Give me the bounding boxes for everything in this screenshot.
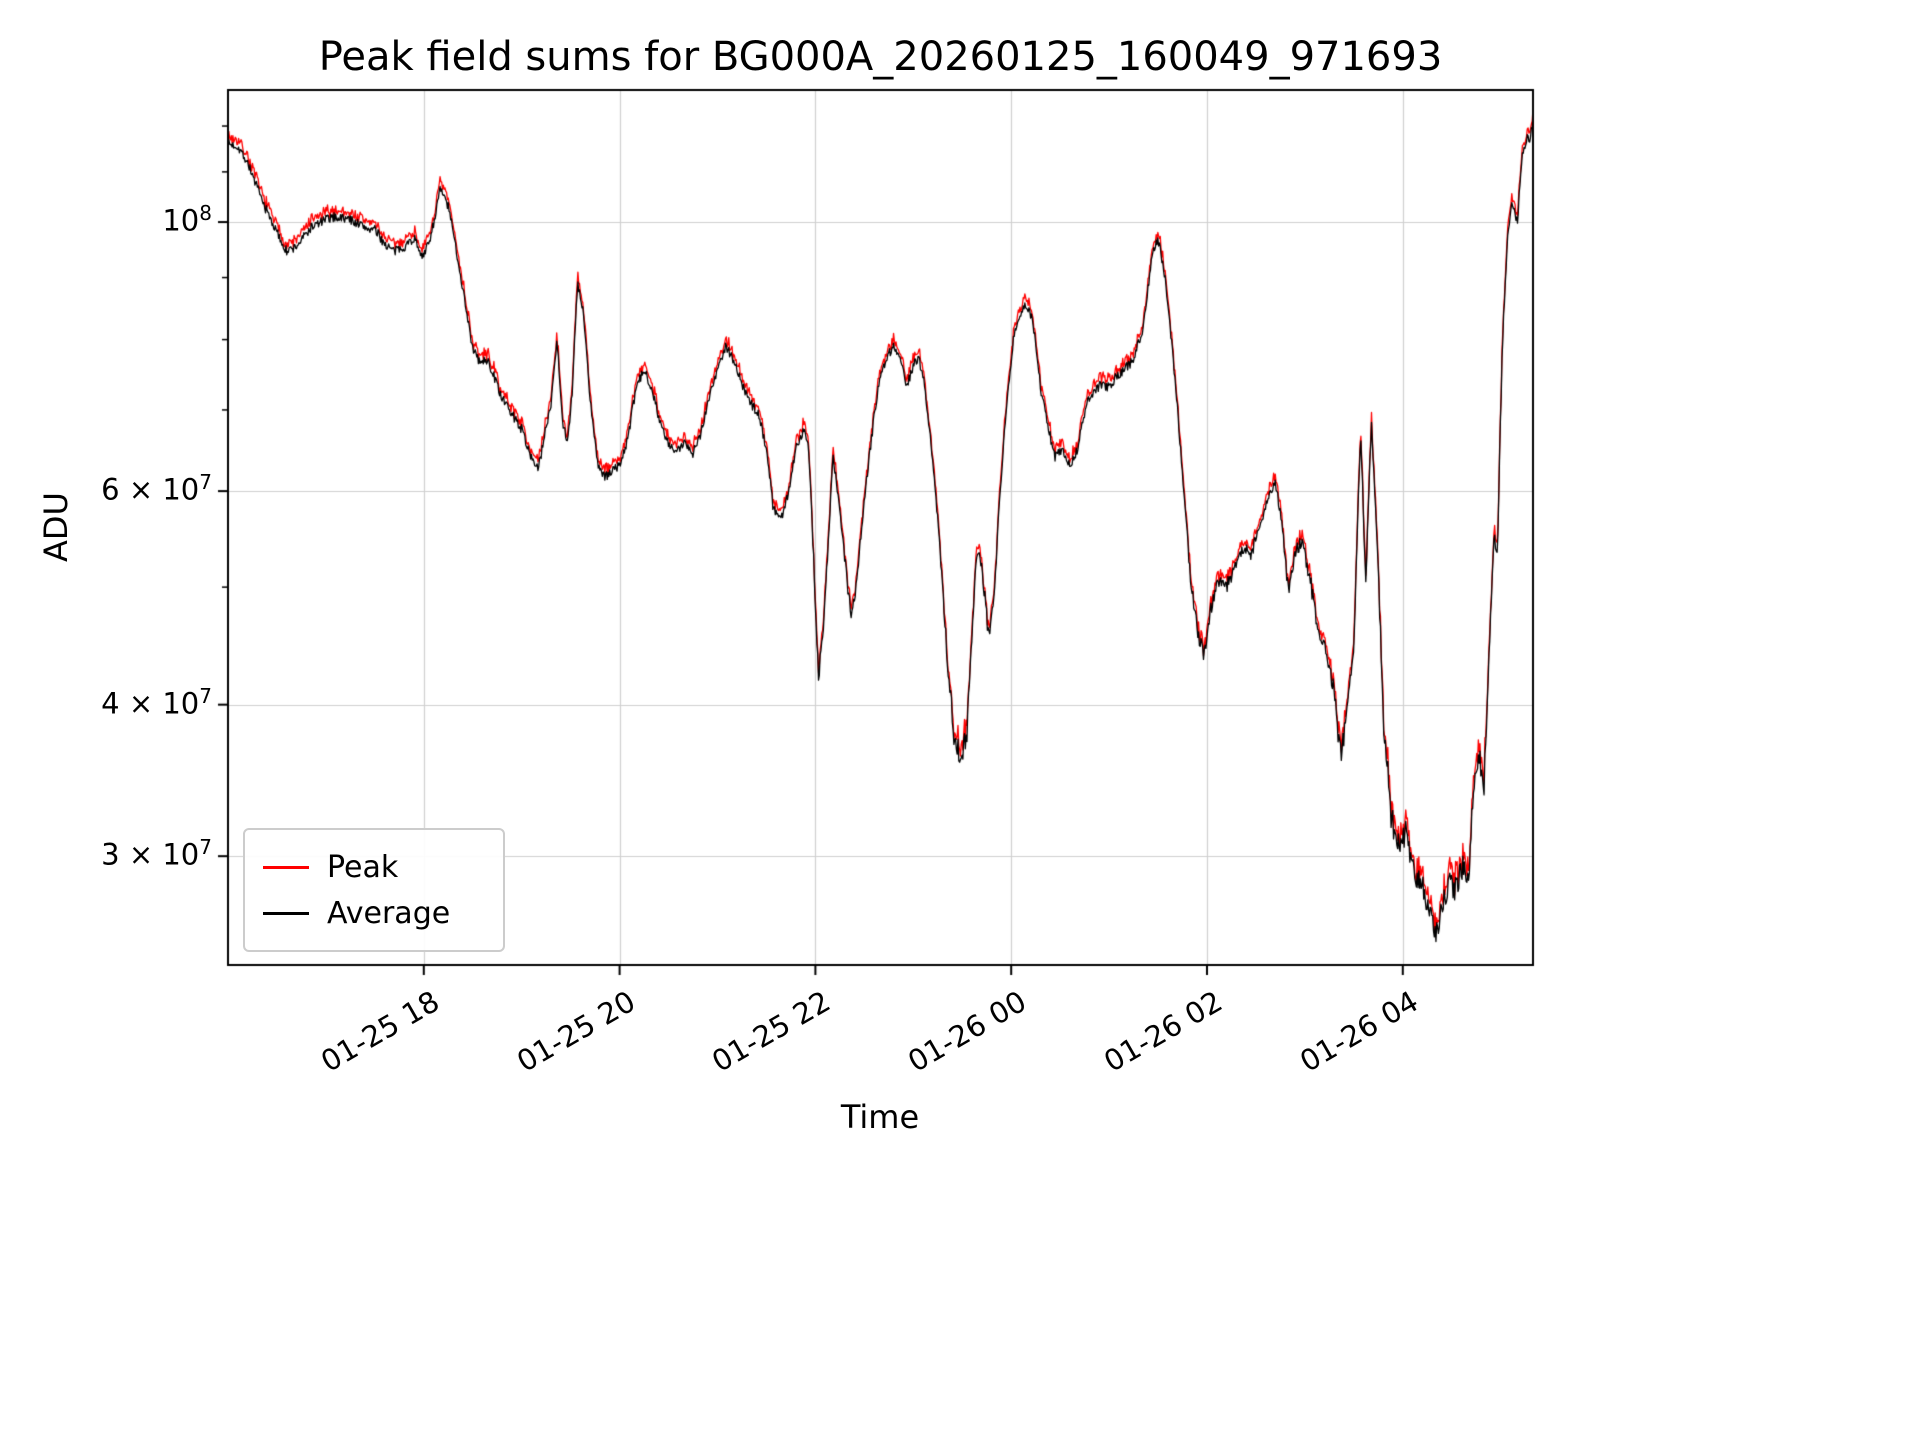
legend-item-peak: Peak [263, 844, 485, 890]
legend-item-average: Average [263, 890, 485, 936]
y-tick-label: 108 [162, 201, 212, 238]
y-tick-label: 3 × 107 [101, 835, 212, 872]
chart-title: Peak field sums for BG000A_20260125_1600… [318, 34, 1443, 80]
average-line-swatch [263, 911, 309, 915]
y-tick-label: 4 × 107 [101, 683, 212, 721]
peak-line-swatch [263, 865, 309, 869]
legend: Peak Average [243, 828, 505, 952]
x-axis-label: Time [840, 1098, 920, 1136]
y-tick-label: 6 × 107 [101, 470, 212, 507]
legend-label-average: Average [327, 895, 451, 931]
legend-label-peak: Peak [327, 849, 399, 885]
